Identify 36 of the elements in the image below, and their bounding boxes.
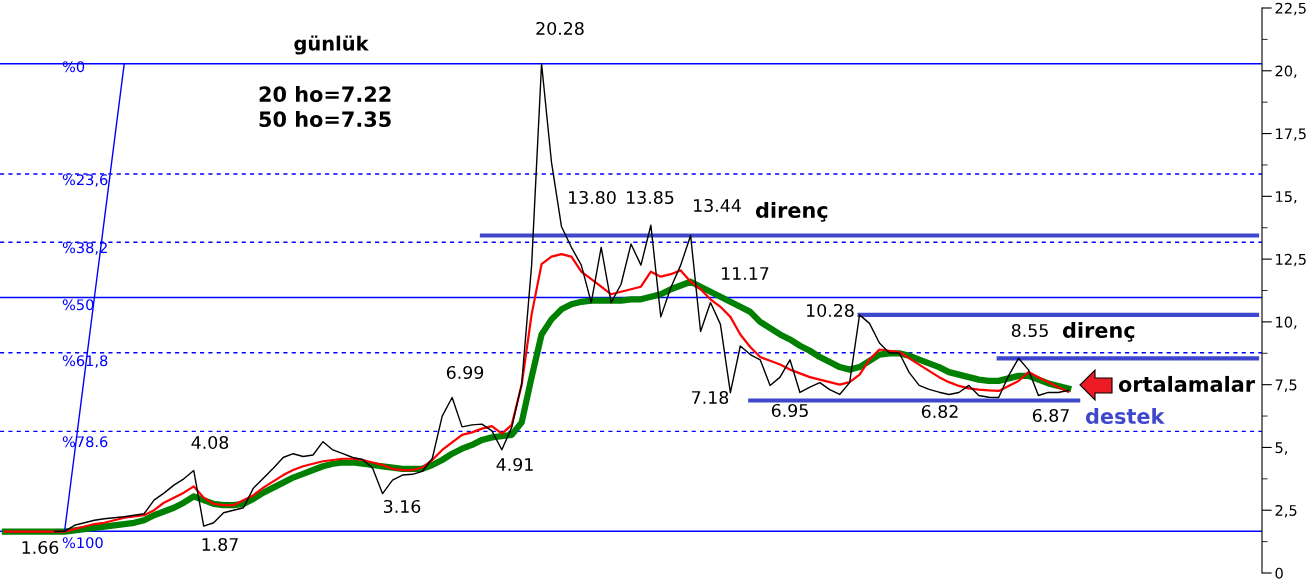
annotation: 11.17 bbox=[722, 267, 769, 280]
annotation: 20 ho=7.22 bbox=[259, 85, 391, 103]
annotation: 4.08 bbox=[191, 435, 229, 450]
y-tick-label: 20, bbox=[1275, 65, 1297, 79]
y-tick-label: 15, bbox=[1276, 191, 1297, 204]
y-tick-label: 10, bbox=[1276, 316, 1297, 330]
annotation: 6.87 bbox=[1032, 408, 1069, 423]
y-tick-label: 0 bbox=[1275, 567, 1283, 579]
y-tick-label: 5, bbox=[1275, 442, 1287, 455]
annotation: 13.44 bbox=[694, 198, 741, 213]
annotation: 3.16 bbox=[384, 499, 421, 514]
annotation: 50 ho=7.35 bbox=[259, 110, 391, 128]
annotation: 20.28 bbox=[536, 21, 584, 36]
annotation: 1.87 bbox=[202, 537, 238, 552]
annotation: 13.80 bbox=[569, 190, 616, 205]
annotation: 7.18 bbox=[692, 390, 729, 405]
text: günlük bbox=[294, 35, 369, 55]
annotation: 6.99 bbox=[446, 365, 484, 380]
y-tick-label: 12,5 bbox=[1276, 253, 1306, 267]
annotation: %23,6 bbox=[62, 174, 108, 187]
annotation: 10.28 bbox=[807, 303, 854, 318]
y-tick-label: 7,5 bbox=[1275, 379, 1297, 392]
annotation: ortalamalar bbox=[1118, 375, 1255, 393]
annotation: direnç bbox=[755, 201, 828, 222]
annotation: 13.85 bbox=[627, 190, 674, 205]
annotation: 6.95 bbox=[771, 403, 808, 418]
annotation: direnç bbox=[1062, 321, 1135, 342]
annotation: 6.82 bbox=[921, 404, 958, 419]
annotation: 4.91 bbox=[496, 457, 533, 472]
y-tick-label: 2,5 bbox=[1275, 504, 1297, 518]
annotation: destek bbox=[1085, 407, 1165, 425]
annotation: 8.55 bbox=[1011, 323, 1048, 338]
y-tick-label: 17,5 bbox=[1276, 128, 1306, 141]
y-tick-label: 22,5 bbox=[1275, 2, 1306, 16]
annotation: 1.66 bbox=[22, 540, 59, 555]
annotation: %100 bbox=[62, 537, 103, 549]
